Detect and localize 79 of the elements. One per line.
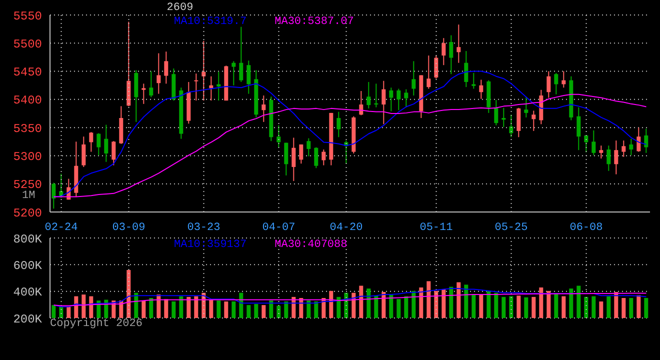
- candlestick: [546, 70, 551, 98]
- candlestick: [472, 72, 476, 90]
- candlestick: [314, 146, 318, 169]
- candlestick: [449, 34, 454, 75]
- y-tick-label: 800K: [13, 232, 43, 246]
- candlestick: [232, 60, 236, 86]
- candlestick: [292, 137, 296, 182]
- candlestick: [532, 110, 536, 132]
- line-series: [53, 292, 647, 306]
- y-tick-label: 5200: [13, 206, 42, 220]
- line-series: [53, 288, 647, 308]
- candlestick: [412, 60, 416, 96]
- candlestick: [516, 107, 521, 138]
- candlestick: [622, 140, 626, 158]
- candlestick: [396, 88, 401, 111]
- candlestick: [246, 60, 251, 94]
- candlestick: [216, 71, 221, 102]
- y-tick-label: 5550: [13, 9, 42, 24]
- candlestick: [262, 94, 266, 122]
- candlestick: [96, 132, 101, 156]
- candlestick: [104, 124, 108, 162]
- candlestick: [156, 52, 161, 94]
- text: MA10:359137: [174, 239, 247, 251]
- y-tick-label: 5300: [13, 150, 42, 164]
- candlestick: [629, 138, 634, 156]
- candlestick: [194, 73, 198, 102]
- x-tick-label: 04-07: [262, 222, 296, 234]
- candlestick: [299, 144, 304, 164]
- candlestick: [239, 26, 244, 82]
- candlestick: [614, 140, 618, 175]
- y-tick-label: 5350: [13, 122, 42, 136]
- candlestick: [284, 142, 288, 176]
- x-tick-label: 02-24: [44, 222, 78, 234]
- candlestick: [554, 72, 558, 95]
- candlestick: [524, 96, 528, 118]
- text: 1M: [22, 190, 36, 202]
- text: MA30:407088: [274, 239, 348, 251]
- y-tick-label: 200K: [13, 312, 43, 326]
- y-tick-label: 5500: [13, 37, 42, 52]
- candlestick: [366, 81, 371, 109]
- text: MA30:5387.07: [274, 16, 354, 28]
- candlestick: [404, 88, 408, 108]
- candlestick: [89, 132, 94, 152]
- candlestick: [142, 83, 146, 104]
- x-tick-label: 05-25: [494, 222, 528, 234]
- candlestick: [576, 106, 581, 151]
- candlestick: [82, 136, 86, 168]
- candlestick: [644, 128, 648, 154]
- y-tick-label: 400K: [13, 286, 43, 300]
- x-tick-label: 06-08: [570, 222, 603, 234]
- candlestick: [389, 87, 394, 112]
- candlestick: [442, 38, 446, 66]
- candlestick: [479, 79, 484, 100]
- candlestick: [52, 182, 56, 210]
- x-tick-label: 04-20: [330, 222, 363, 234]
- y-tick-label: 5450: [13, 66, 42, 80]
- candlestick: [494, 99, 498, 126]
- candlestick: [456, 24, 461, 64]
- candlestick: [149, 70, 154, 98]
- annotation: Copyright 2026: [50, 318, 142, 330]
- x-tick-label: 03-23: [187, 222, 220, 234]
- candlestick: [599, 145, 604, 160]
- text: MA10:5319.7: [174, 16, 247, 28]
- candlestick: [464, 50, 468, 88]
- x-tick-label: 03-09: [112, 222, 146, 234]
- candlestick: [382, 80, 386, 125]
- candlestick: [306, 138, 311, 157]
- candlestick: [606, 145, 611, 172]
- candlestick: [636, 127, 641, 152]
- y-tick-label: 600K: [13, 258, 43, 273]
- y-tick-label: 5400: [13, 94, 42, 108]
- candlestick: [322, 149, 326, 166]
- candlestick: [112, 140, 116, 166]
- candlestick: [164, 51, 168, 84]
- x-tick-label: 05-11: [420, 222, 454, 234]
- candlestick: [592, 130, 596, 156]
- candlestick: [426, 55, 431, 90]
- chart-title: 2609: [166, 2, 194, 14]
- candlestick: [336, 111, 341, 138]
